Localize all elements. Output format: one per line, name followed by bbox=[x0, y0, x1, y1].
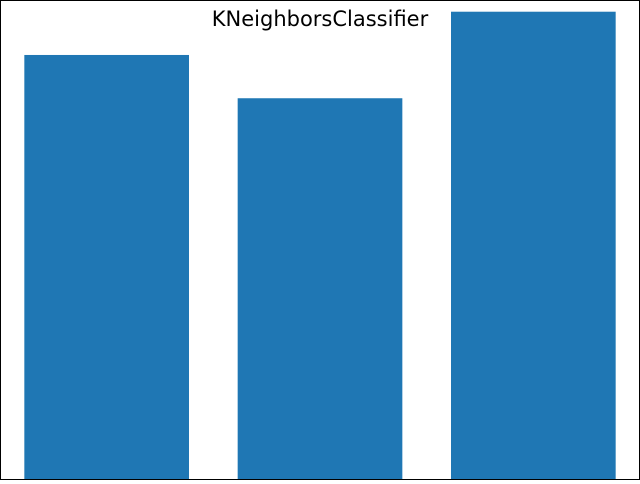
chart-title: KNeighborsClassifier bbox=[212, 7, 429, 31]
bar-1 bbox=[24, 54, 189, 480]
bar-3 bbox=[451, 11, 616, 481]
bars-group bbox=[24, 11, 616, 481]
bar-2 bbox=[237, 98, 403, 481]
